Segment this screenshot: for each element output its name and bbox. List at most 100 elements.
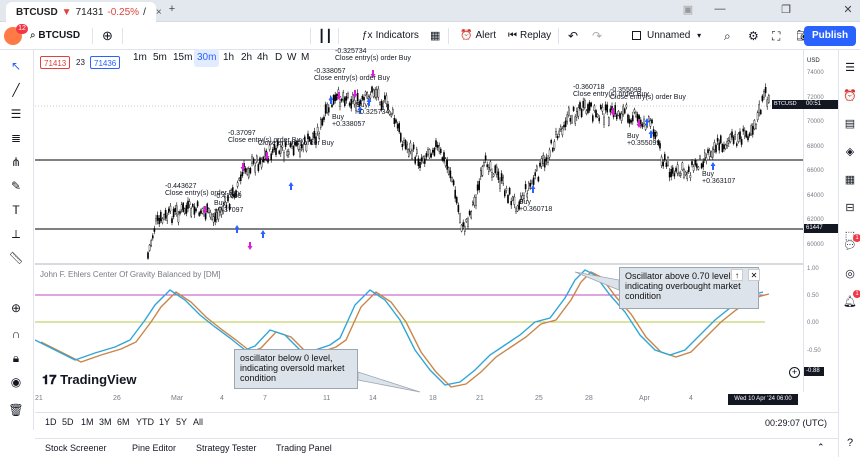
candle-body [590,102,592,107]
panel-collapse-icon[interactable]: ⌃ [817,442,825,452]
indicators-button[interactable]: ƒx Indicators [362,27,419,45]
redo-icon[interactable]: ↷ [592,29,603,43]
timeframe-2h[interactable]: 2h [241,52,253,63]
chat-icon[interactable]: 💬︎ [843,240,857,252]
data-window-icon[interactable]: ▤ [844,118,856,130]
zoom-in-icon[interactable]: ⊕ [10,301,22,315]
cursor-icon[interactable]: ↖ [10,59,22,73]
new-tab-icon[interactable]: + [168,3,176,15]
timeframe-5m[interactable]: 5m [153,52,167,63]
candle-body [425,153,428,158]
brush-icon[interactable]: ✎ [10,179,22,193]
window-icon[interactable]: ▣ [682,4,694,16]
layers-icon[interactable]: ◈ [845,146,855,158]
fullscreen-icon[interactable]: ⛶ [772,29,781,43]
clock-label[interactable]: 00:29:07 (UTC) [765,418,828,428]
time-axis[interactable]: 21 26 Mar 4 7 11 14 18 21 25 28 Apr 4 [35,392,803,408]
ruler-icon[interactable]: 📏︎ [8,251,24,265]
range-5y[interactable]: 5Y [176,417,188,427]
replay-button[interactable]: ⏮ Replay [508,27,551,45]
candle-body [456,197,458,204]
candle-body [600,105,602,109]
range-1y[interactable]: 1Y [159,417,171,427]
maximize-icon[interactable]: ❐ [781,4,791,16]
oscillator-signal-line [40,271,770,388]
candle-body [635,112,637,117]
magnet-icon[interactable]: ∩ [11,327,21,341]
symbol-search[interactable]: ⌕ BTCUSD [30,27,80,45]
candle-body [185,205,188,214]
candle-body [358,101,361,107]
minimize-icon[interactable]: — [714,3,726,15]
timeframe-M[interactable]: M [301,52,310,63]
callout-up-icon[interactable]: ↑ [731,269,743,281]
timeframe-1h[interactable]: 1h [223,52,235,63]
layout-selector[interactable]: Unnamed ▾ [632,27,712,45]
panel-tab-strategy-tester[interactable]: Strategy Tester [196,443,257,453]
pitchfork-icon[interactable]: ⋔ [10,155,22,169]
candle-body [241,171,244,176]
streams-icon[interactable]: ◎ [845,268,855,280]
templates-icon[interactable]: ▦ [430,30,441,42]
trend-line-icon[interactable]: ╱ [12,83,20,97]
fib-retracement-icon[interactable]: ≣ [10,131,22,145]
toolbar-divider [448,28,449,44]
callout-close-icon[interactable]: ✕ [748,269,760,281]
bid-price-box[interactable]: 71413 [40,56,71,69]
range-all[interactable]: All [193,417,204,427]
horizontal-lines-icon[interactable]: ☰ [10,107,22,121]
timeframe-W[interactable]: W [287,52,297,63]
timeframe-30m[interactable]: 30m [194,49,220,67]
candle-body [411,150,413,159]
news-icon[interactable]: ⊟ [845,202,855,214]
price-chart[interactable] [35,50,803,392]
panel-tab-trading-panel[interactable]: Trading Panel [276,443,332,453]
panel-tab-pine-editor[interactable]: Pine Editor [132,443,177,453]
compare-add-icon[interactable]: ⊕ [102,28,113,43]
timeframe-4h[interactable]: 4h [257,52,269,63]
text-icon[interactable]: T [12,203,20,217]
candle-body [427,149,429,155]
undo-icon[interactable]: ↶ [568,29,579,43]
range-3m[interactable]: 3M [99,417,112,427]
alerts-clock-icon[interactable]: ⏰ [843,90,857,102]
quick-search-icon[interactable]: ⌕ [724,29,731,43]
lock-icon[interactable]: 🔒︎ [12,351,20,365]
range-1m[interactable]: 1M [81,417,94,427]
timeframe-D[interactable]: D [275,52,283,63]
pattern-icon[interactable]: ⟂ [11,227,20,241]
tab-close-icon[interactable]: × [155,6,162,18]
candle-body [753,120,756,130]
timeframe-1m[interactable]: 1m [133,52,147,63]
trade-annotation-line: -0.325734 [335,48,367,55]
trash-icon[interactable]: 🗑︎ [8,403,24,417]
alert-button[interactable]: ⏰ Alert [460,27,496,45]
range-ytd[interactable]: YTD [136,417,154,427]
publish-button[interactable]: Publish [804,26,856,46]
indicator-title[interactable]: John F. Ehlers Center Of Gravity Balance… [40,270,221,279]
panel-tab-stock-screener[interactable]: Stock Screener [45,443,107,453]
ask-price-box[interactable]: 71436 [90,56,121,69]
calendar-icon[interactable]: ▦ [844,174,856,186]
watchlist-icon[interactable]: ☰ [845,62,855,74]
notifications-icon[interactable]: 🔔︎ [843,296,857,308]
eye-icon[interactable]: ◉ [10,375,22,389]
candle-body [448,167,450,175]
candle-body [436,144,439,148]
candle-body [163,214,165,220]
currency-label[interactable]: USD [807,58,820,64]
window-close-icon[interactable]: ✕ [843,4,853,16]
ideas-icon[interactable]: ⬚ [844,230,856,242]
timeframe-15m[interactable]: 15m [173,52,193,63]
range-5d[interactable]: 5D [62,417,74,427]
browser-tab[interactable]: BTCUSD ▼ 71431 -0.25% / × [6,2,162,22]
range-1d[interactable]: 1D [45,417,57,427]
range-6m[interactable]: 6M [117,417,130,427]
candle-body [153,228,156,232]
candle-style-icon[interactable]: ┃┃ [318,29,333,43]
help-icon[interactable]: ? [846,437,854,449]
price-scale[interactable]: USD 74000 72000 70000 68000 66000 64000 62000 6… [772,50,838,392]
candle-body [574,116,576,124]
settings-gear-icon[interactable]: ⚙ [748,29,759,43]
indicator-add-icon[interactable]: + [789,367,800,378]
